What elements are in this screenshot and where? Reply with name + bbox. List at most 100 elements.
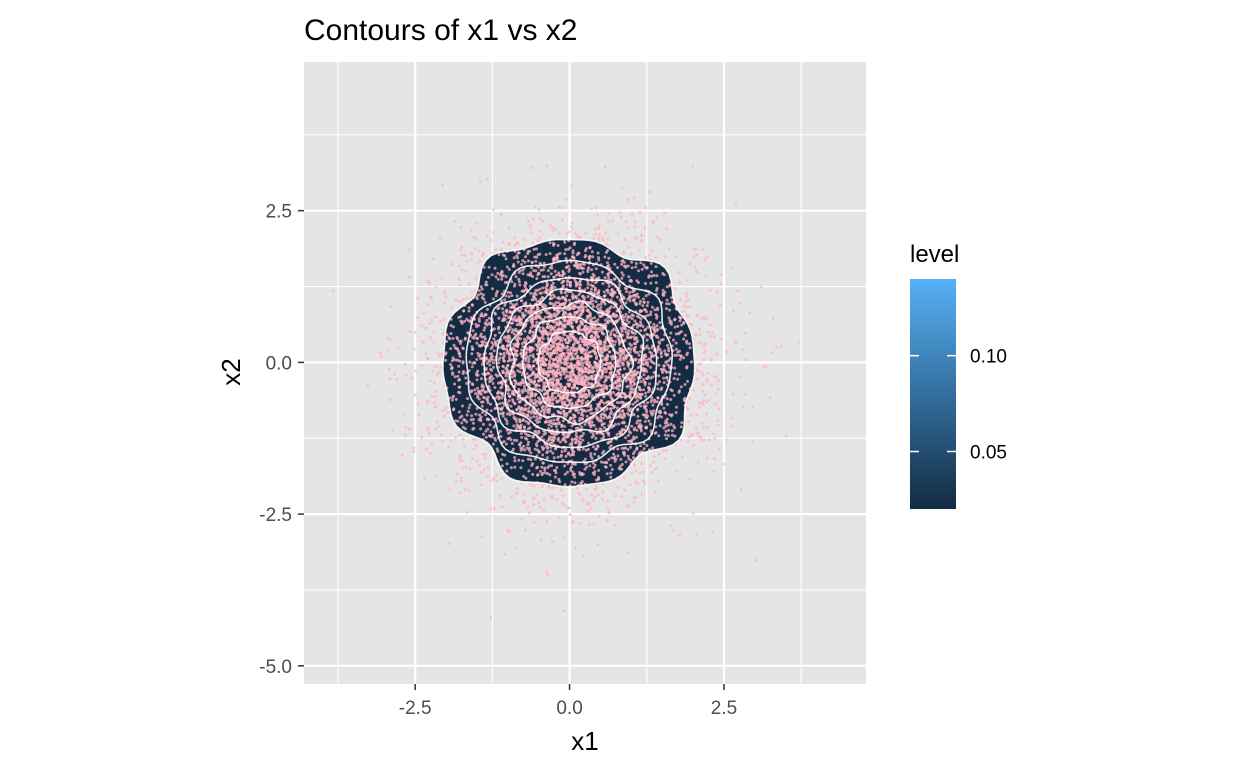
scatter-point	[587, 389, 591, 392]
scatter-point	[522, 474, 526, 478]
scatter-point	[606, 237, 610, 241]
scatter-point	[624, 436, 628, 440]
scatter-point	[636, 392, 640, 396]
scatter-point	[587, 394, 591, 398]
scatter-point	[620, 467, 624, 471]
scatter-point	[595, 213, 599, 217]
scatter-point	[556, 296, 560, 300]
scatter-point	[504, 275, 508, 279]
scatter-point	[490, 358, 494, 362]
scatter-point	[554, 333, 558, 337]
scatter-point	[500, 299, 504, 303]
scatter-point	[541, 377, 545, 381]
scatter-point	[565, 470, 569, 474]
scatter-point	[513, 236, 516, 240]
scatter-point	[556, 394, 560, 398]
scatter-point	[596, 307, 600, 311]
scatter-point	[499, 386, 503, 390]
scatter-point	[597, 237, 601, 240]
scatter-point	[569, 225, 573, 229]
scatter-point	[463, 487, 467, 491]
scatter-point	[635, 394, 639, 398]
scatter-point	[563, 483, 567, 487]
scatter-point	[593, 495, 597, 499]
scatter-point	[630, 391, 633, 394]
scatter-point	[486, 465, 490, 469]
scatter-point	[513, 546, 517, 550]
scatter-point	[590, 268, 594, 272]
scatter-point	[703, 393, 707, 397]
scatter-point	[460, 404, 464, 408]
scatter-point	[627, 457, 631, 461]
scatter-point	[590, 382, 593, 386]
scatter-point	[597, 256, 600, 260]
scatter-point	[535, 255, 539, 259]
scatter-point	[708, 288, 712, 292]
scatter-point	[482, 328, 486, 332]
scatter-point	[517, 277, 521, 281]
scatter-point	[592, 445, 595, 449]
scatter-point	[543, 346, 547, 350]
scatter-point	[712, 432, 716, 436]
scatter-point	[513, 374, 516, 378]
scatter-point	[573, 313, 577, 317]
scatter-point	[616, 337, 620, 341]
scatter-point	[386, 349, 390, 353]
scatter-point	[491, 343, 495, 347]
scatter-point	[679, 425, 683, 429]
scatter-point	[504, 314, 508, 318]
scatter-point	[529, 451, 533, 455]
scatter-point	[408, 275, 411, 279]
scatter-point	[605, 288, 609, 292]
scatter-point	[589, 290, 593, 294]
scatter-point	[549, 328, 553, 332]
scatter-point	[416, 402, 420, 406]
scatter-point	[665, 376, 669, 380]
scatter-point	[485, 417, 489, 421]
scatter-point	[577, 398, 581, 402]
scatter-point	[423, 476, 427, 480]
scatter-point	[548, 314, 552, 318]
scatter-point	[774, 345, 778, 349]
scatter-point	[456, 337, 459, 341]
scatter-point	[619, 215, 623, 219]
scatter-point	[743, 331, 747, 335]
scatter-point	[481, 362, 484, 366]
scatter-point	[426, 303, 430, 307]
scatter-point	[477, 317, 481, 321]
scatter-point	[548, 370, 552, 374]
scatter-point	[550, 441, 554, 445]
scatter-point	[658, 321, 662, 325]
scatter-point	[668, 308, 672, 312]
scatter-point	[530, 391, 534, 395]
scatter-point	[648, 357, 652, 361]
scatter-point	[665, 307, 668, 311]
scatter-point	[571, 473, 575, 477]
scatter-point	[577, 251, 581, 255]
scatter-point	[393, 372, 396, 376]
scatter-point	[701, 383, 705, 387]
scatter-point	[692, 443, 696, 447]
scatter-point	[665, 302, 669, 306]
scatter-point	[522, 444, 526, 448]
scatter-point	[505, 308, 509, 312]
scatter-point	[470, 389, 474, 393]
scatter-point	[661, 449, 665, 453]
scatter-point	[591, 431, 595, 435]
scatter-point	[506, 359, 510, 363]
scatter-point	[640, 392, 644, 396]
scatter-point	[507, 334, 511, 338]
scatter-point	[417, 413, 421, 417]
scatter-point	[543, 387, 547, 391]
scatter-point	[519, 466, 523, 470]
scatter-point	[531, 371, 535, 375]
scatter-point	[546, 323, 550, 327]
scatter-point	[602, 300, 606, 304]
scatter-point	[556, 359, 560, 363]
scatter-point	[625, 290, 628, 294]
scatter-point	[640, 233, 644, 237]
scatter-point	[570, 317, 574, 321]
scatter-point	[574, 264, 578, 268]
scatter-point	[628, 342, 632, 346]
scatter-point	[627, 439, 631, 443]
